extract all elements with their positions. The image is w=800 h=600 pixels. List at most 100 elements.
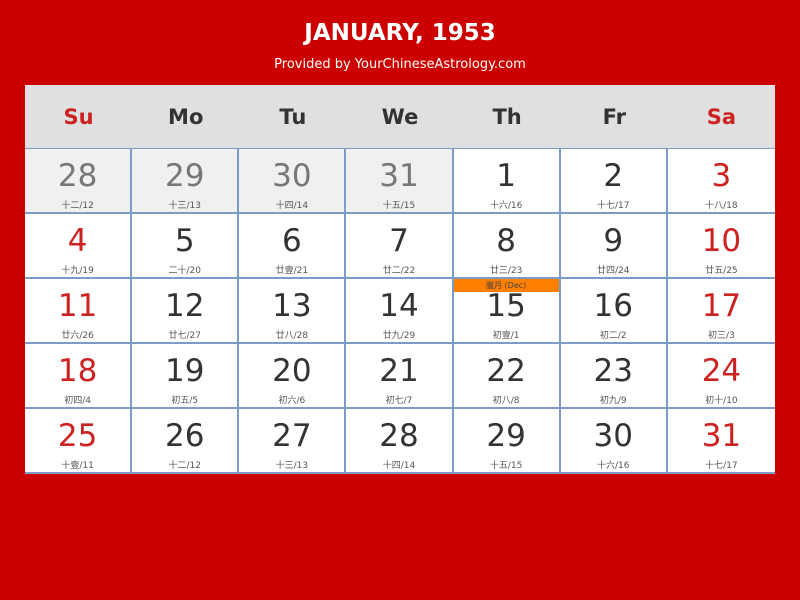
- day-cell[interactable]: 26 十二/12: [132, 409, 240, 474]
- day-number: 4: [67, 223, 88, 259]
- day-cell[interactable]: 1 十六/16: [453, 149, 561, 214]
- lunar-date: 十三/13: [168, 201, 201, 211]
- lunar-date: 廿三/23: [489, 266, 523, 276]
- day-number: 18: [57, 353, 98, 389]
- day-number: 30: [593, 418, 633, 454]
- day-number: 2: [603, 158, 624, 194]
- day-cell[interactable]: 20 初六/6: [239, 344, 347, 409]
- day-number: 31: [701, 418, 742, 454]
- lunar-date: 十壹/11: [61, 461, 94, 471]
- day-cell[interactable]: 31 十七/17: [667, 409, 775, 474]
- weekday-th: Th: [492, 104, 522, 129]
- day-cell[interactable]: 19 初五/5: [132, 344, 240, 409]
- day-cell[interactable]: 臘月 (Dec) 15 初壹/1: [453, 279, 561, 344]
- lunar-date: 初三/3: [708, 331, 735, 341]
- day-number: 31: [379, 158, 419, 194]
- day-number: 26: [164, 418, 205, 454]
- lunar-date: 十六/16: [597, 461, 630, 471]
- calendar: Su Mo Tu We Th Fr Sa 28 十二/12 29 十三/13 30 十四/14 31 十五…: [25, 85, 775, 474]
- lunar-date: 初十/10: [705, 396, 738, 406]
- lunar-month-badge: 臘月 (Dec): [453, 279, 559, 292]
- day-number: 1: [496, 158, 516, 194]
- lunar-date: 十八/18: [705, 201, 738, 211]
- day-cell[interactable]: 7 廿二/22: [346, 214, 454, 279]
- lunar-date: 廿四/24: [597, 266, 630, 276]
- day-cell[interactable]: 16 初二/2: [560, 279, 668, 344]
- calendar-grid: 28 十二/12 29 十三/13 30 十四/14 31 十五/15 1 十六/16 2 十七/17…: [25, 148, 775, 474]
- day-cell[interactable]: 29 十三/13: [132, 149, 240, 214]
- day-number: 3: [711, 158, 732, 194]
- day-cell[interactable]: 8 廿三/23: [453, 214, 561, 279]
- day-number: 23: [593, 353, 633, 389]
- day-number: 12: [164, 288, 205, 324]
- day-cell[interactable]: 22 初八/8: [453, 344, 561, 409]
- day-cell[interactable]: 13 廿八/28: [239, 279, 347, 344]
- day-cell[interactable]: 30 十四/14: [239, 149, 347, 214]
- day-number: 9: [603, 223, 624, 259]
- day-number: 20: [272, 353, 312, 389]
- lunar-date: 十四/14: [275, 201, 309, 211]
- day-cell[interactable]: 23 初九/9: [560, 344, 668, 409]
- day-cell[interactable]: 3 十八/18: [667, 149, 775, 214]
- day-number: 14: [379, 288, 419, 324]
- day-cell[interactable]: 28 十二/12: [25, 149, 133, 214]
- weekday-sa: Sa: [706, 104, 737, 129]
- weekday-su: Su: [63, 104, 94, 129]
- day-cell[interactable]: 28 十四/14: [346, 409, 454, 474]
- lunar-date: 初八/8: [492, 396, 520, 406]
- lunar-date: 二十/20: [168, 266, 201, 276]
- day-number: 15: [486, 288, 526, 324]
- lunar-date: 十五/15: [382, 201, 416, 211]
- day-number: 22: [486, 353, 526, 389]
- day-cell[interactable]: 29 十五/15: [453, 409, 561, 474]
- day-cell[interactable]: 31 十五/15: [346, 149, 454, 214]
- day-cell[interactable]: 25 十壹/11: [25, 409, 133, 474]
- day-cell[interactable]: 9 廿四/24: [560, 214, 668, 279]
- lunar-date: 十六/16: [489, 201, 523, 211]
- day-cell[interactable]: 24 初十/10: [667, 344, 775, 409]
- day-cell[interactable]: 17 初三/3: [667, 279, 775, 344]
- day-cell[interactable]: 5 二十/20: [132, 214, 240, 279]
- day-number: 28: [57, 158, 98, 194]
- day-cell[interactable]: 6 廿壹/21: [239, 214, 347, 279]
- day-cell[interactable]: 14 廿九/29: [346, 279, 454, 344]
- lunar-date: 廿五/25: [705, 266, 738, 276]
- day-number: 11: [57, 288, 98, 324]
- lunar-date: 十三/13: [275, 461, 309, 471]
- day-number: 27: [272, 418, 312, 454]
- day-number: 16: [593, 288, 633, 324]
- day-cell[interactable]: 18 初四/4: [25, 344, 133, 409]
- lunar-date: 十四/14: [382, 461, 416, 471]
- lunar-date: 初壹/1: [492, 331, 520, 341]
- day-cell[interactable]: 11 廿六/26: [25, 279, 133, 344]
- weekday-header: Su Mo Tu We Th Fr Sa: [25, 85, 775, 148]
- day-cell[interactable]: 2 十七/17: [560, 149, 668, 214]
- day-number: 19: [164, 353, 205, 389]
- lunar-date: 十二/12: [168, 461, 201, 471]
- day-number: 24: [701, 353, 742, 389]
- weekday-tu: Tu: [279, 104, 307, 129]
- lunar-date: 廿七/27: [168, 331, 201, 341]
- lunar-date: 十九/19: [61, 266, 94, 276]
- weekday-fr: Fr: [602, 104, 626, 129]
- day-cell[interactable]: 10 廿五/25: [667, 214, 775, 279]
- day-cell[interactable]: 12 廿七/27: [132, 279, 240, 344]
- day-cell[interactable]: 27 十三/13: [239, 409, 347, 474]
- day-number: 8: [496, 223, 516, 259]
- lunar-date: 初五/5: [171, 396, 199, 406]
- page-title: JANUARY, 1953: [304, 20, 496, 46]
- day-cell[interactable]: 21 初七/7: [346, 344, 454, 409]
- lunar-date: 廿壹/21: [275, 266, 309, 276]
- day-cell[interactable]: 4 十九/19: [25, 214, 133, 279]
- lunar-date: 十二/12: [61, 201, 94, 211]
- day-number: 7: [389, 223, 409, 259]
- lunar-date: 初四/4: [64, 396, 91, 406]
- day-cell[interactable]: 30 十六/16: [560, 409, 668, 474]
- lunar-date: 廿九/29: [382, 331, 416, 341]
- day-number: 13: [272, 288, 312, 324]
- lunar-date: 初六/6: [278, 396, 306, 406]
- day-number: 29: [486, 418, 526, 454]
- day-number: 6: [281, 223, 302, 259]
- lunar-date: 初九/9: [599, 396, 627, 406]
- weekday-we: We: [381, 104, 419, 129]
